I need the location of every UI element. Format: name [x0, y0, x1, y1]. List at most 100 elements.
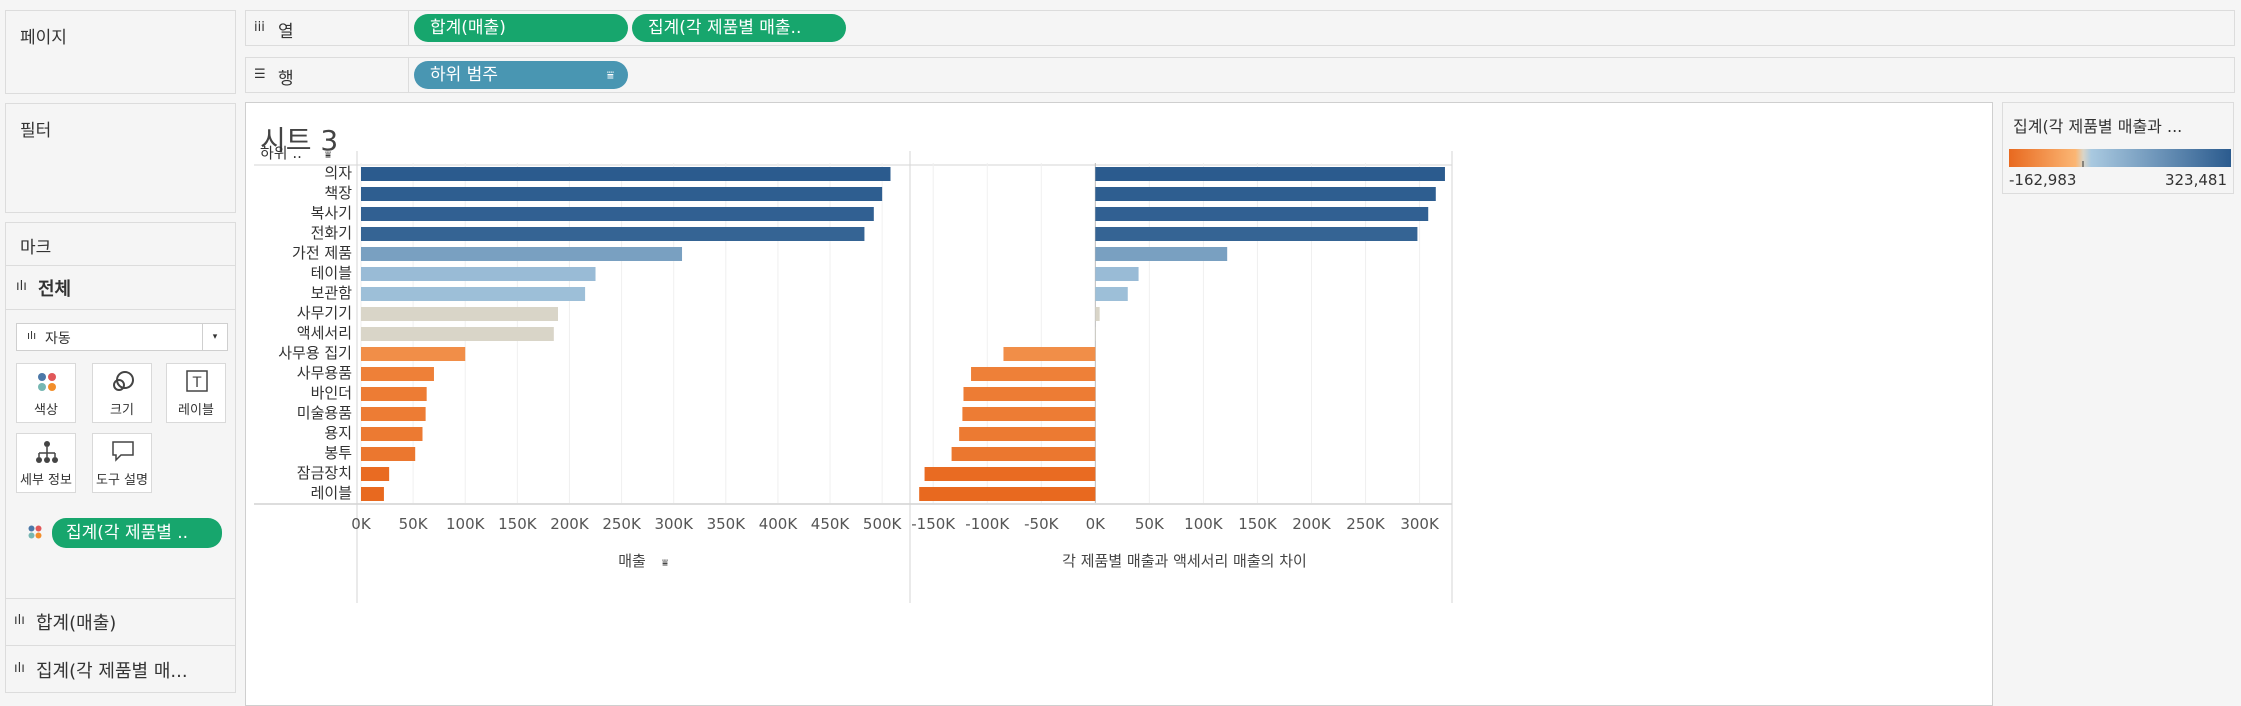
category-label: 사무용품 — [297, 364, 352, 382]
detail-button[interactable]: 세부 정보 — [16, 433, 76, 493]
columns-shelf-label: 열 — [278, 22, 294, 42]
tooltip-button[interactable]: 도구 설명 — [92, 433, 152, 493]
x-tick-label: 100K — [1184, 515, 1224, 533]
pages-panel: 페이지 — [5, 10, 236, 94]
x-tick-label: 50K — [399, 515, 429, 533]
detail-button-label: 세부 정보 — [20, 473, 72, 488]
rows-pill-label: 하위 범주 — [430, 65, 498, 85]
filters-panel: 필터 — [5, 103, 236, 213]
color-icon — [38, 373, 56, 391]
legend-title: 집계(각 제품별 매출과 ... — [2013, 117, 2183, 136]
color-button[interactable]: 색상 — [16, 363, 76, 423]
x-tick-label: 0K — [1086, 515, 1107, 533]
bar — [361, 367, 434, 381]
bar — [962, 407, 1096, 421]
columns-pill-aggregate[interactable]: 집계(각 제품별 매출.. — [632, 14, 846, 42]
mark-type-select[interactable]: ılı 자동 ▾ — [16, 323, 228, 351]
chevron-down-icon: ▾ — [202, 324, 227, 350]
category-label: 가전 제품 — [292, 244, 352, 262]
bar — [361, 207, 874, 221]
bar — [361, 347, 466, 361]
row-header-sort-icon: ⩸ — [325, 150, 331, 161]
card-aggregate[interactable]: 집계(각 제품별 매... — [36, 661, 188, 682]
color-legend[interactable]: 집계(각 제품별 매출과 ... -162,983 323,481 — [2002, 102, 2234, 194]
bar — [1003, 347, 1096, 361]
x-tick-label: 500K — [863, 515, 903, 533]
bar — [361, 307, 558, 321]
x-tick-label: -150K — [911, 515, 956, 533]
bar — [361, 287, 586, 301]
bar — [959, 427, 1096, 441]
category-label: 액세서리 — [297, 324, 352, 342]
bar — [361, 487, 384, 501]
bar — [361, 327, 554, 341]
category-label: 용지 — [324, 424, 352, 442]
tooltip-icon — [112, 441, 134, 462]
category-label: 책장 — [324, 184, 352, 202]
bar — [1095, 287, 1128, 301]
bar — [361, 467, 390, 481]
columns-pill-sales[interactable]: 합계(매출) — [414, 14, 628, 42]
category-label: 잠금장치 — [297, 464, 352, 482]
x-tick-label: 250K — [602, 515, 642, 533]
x-tick-label: 200K — [550, 515, 590, 533]
rows-icon: ☰ — [254, 67, 266, 82]
text-icon: T — [186, 370, 208, 392]
axis-sort-icon: ⩸ — [662, 558, 668, 569]
pages-panel-title: 페이지 — [20, 28, 67, 48]
bar — [971, 367, 1096, 381]
sheet-title: 시트 3 — [260, 124, 339, 157]
bar — [361, 447, 416, 461]
bar — [361, 387, 427, 401]
columns-icon: iii — [254, 20, 265, 35]
filters-panel-title: 필터 — [20, 121, 52, 141]
bar — [1095, 267, 1139, 281]
bar — [1095, 187, 1436, 201]
x-tick-label: 50K — [1135, 515, 1165, 533]
bar — [919, 487, 1096, 501]
svg-text:T: T — [192, 375, 202, 391]
marks-panel-title: 마크 — [20, 238, 52, 258]
x-tick-label: 150K — [498, 515, 538, 533]
detail-icon — [36, 441, 58, 463]
category-label: 사무용 집기 — [278, 344, 352, 362]
rows-shelf: ☰ 행 하위 범주 ⩸ — [245, 57, 2235, 93]
bar — [1095, 327, 1096, 341]
category-label: 의자 — [324, 164, 352, 182]
x-axis-title: 각 제품별 매출과 액세서리 매출의 차이 — [1062, 552, 1307, 570]
tooltip-button-label: 도구 설명 — [96, 473, 148, 488]
x-tick-label: 200K — [1292, 515, 1332, 533]
bar — [951, 447, 1096, 461]
card-sum-sales[interactable]: 합계(매출) — [36, 613, 117, 634]
x-tick-label: -100K — [965, 515, 1010, 533]
rows-pill-subcategory[interactable]: 하위 범주 ⩸ — [414, 61, 628, 89]
size-icon — [113, 371, 134, 391]
category-label: 봉투 — [324, 444, 352, 462]
worksheet-view: 시트 3 하위 .. ⩸ 의자 책장 복사기 전화기 가전 제품 테이블 보관함 사무기기 액세서리… — [245, 102, 1993, 706]
category-label: 사무기기 — [297, 304, 352, 322]
x-tick-label: 300K — [654, 515, 694, 533]
label-button[interactable]: T 레이블 — [166, 363, 226, 423]
x-tick-label: 300K — [1400, 515, 1440, 533]
card-aggregate-icon: ılı — [14, 661, 25, 676]
bar — [361, 407, 426, 421]
legend-gradient — [2009, 149, 2231, 167]
bar — [361, 427, 423, 441]
label-button-label: 레이블 — [178, 403, 214, 418]
category-label: 전화기 — [311, 224, 352, 242]
color-field-pill[interactable]: 집계(각 제품별 .. — [52, 518, 222, 548]
rows-shelf-label: 행 — [278, 69, 294, 89]
row-header-label: 하위 .. — [260, 144, 302, 162]
x-tick-label: 150K — [1238, 515, 1278, 533]
marks-panel: 마크 ılı 전체 ılı 자동 ▾ 색상 크기 T 레이블 세부 정보 도구 … — [5, 222, 236, 693]
size-button[interactable]: 크기 — [92, 363, 152, 423]
bar — [1095, 307, 1100, 321]
legend-max-label: 323,481 — [2164, 171, 2227, 189]
mark-type-icon: ılı — [27, 329, 37, 342]
marks-all-icon: ılı — [16, 279, 27, 294]
marks-all-label[interactable]: 전체 — [38, 279, 72, 300]
x-axis-title: 매출 — [618, 552, 646, 570]
x-tick-label: 450K — [811, 515, 851, 533]
category-label: 레이블 — [311, 484, 352, 502]
